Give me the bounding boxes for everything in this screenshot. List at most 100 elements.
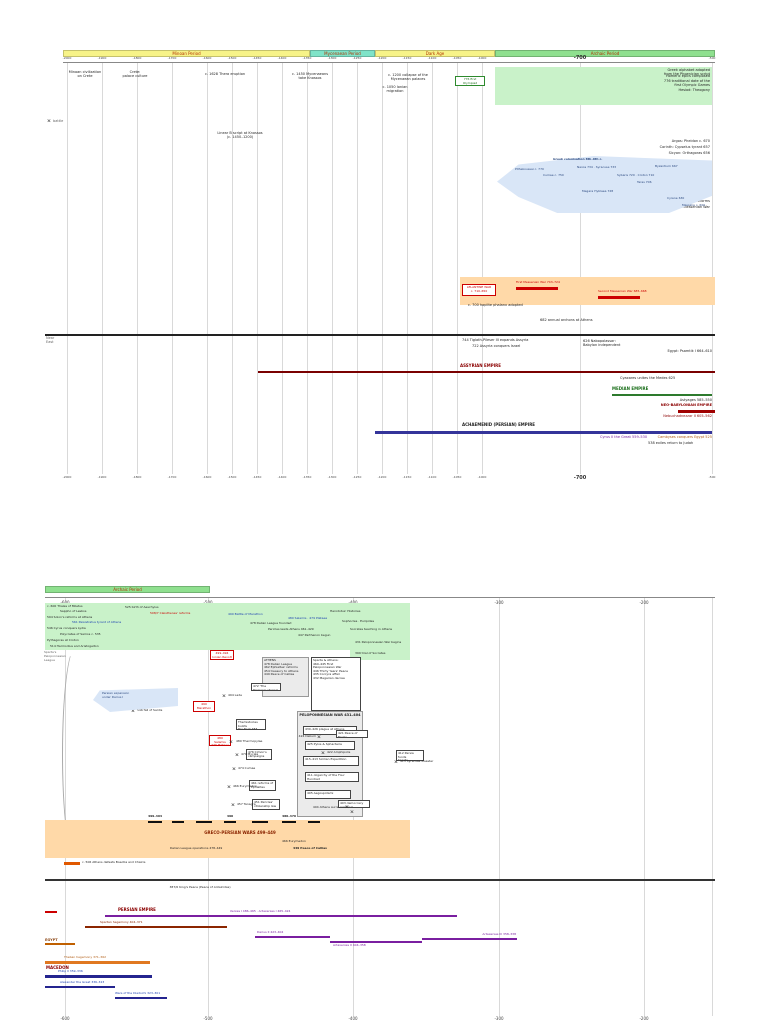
- annotation-note: Hesiod: Theogony: [678, 88, 710, 92]
- annotation-note: 776 traditional date of the first Olympi…: [663, 79, 710, 88]
- period-band-archaic: Archaic Period: [495, 50, 715, 57]
- gridline: [712, 598, 713, 1016]
- annotation-note: Pericles leads Athens 461–429: [268, 627, 314, 631]
- axis-tick-label: -200: [639, 600, 649, 605]
- annotation-note: Sappho of Lesbos: [60, 609, 87, 613]
- battle-icon: ✕: [231, 766, 237, 773]
- annotation-note: Linear B script at Knossos (c. 1450–1200…: [217, 131, 263, 140]
- sparta-athens-box: Sparta & Athens: 460–445 First Peloponne…: [311, 657, 361, 711]
- colony-label: Pithekoussai c. 770: [515, 167, 544, 171]
- annotation-note: Minoan civilization on Crete: [68, 70, 102, 79]
- assyrian-empire-bar: [258, 371, 715, 373]
- axis-tick-label: -1150: [402, 475, 412, 479]
- war-period-dash: [308, 821, 320, 823]
- annotation-note: 626 Nabopolassar: Babylon independent: [583, 339, 621, 348]
- event-box: 461 reforms of Ephialtes: [249, 780, 276, 791]
- macedon-label: MACEDON: [46, 965, 69, 970]
- fig1-top-axis-line: [63, 62, 715, 63]
- war-period-dash: [224, 821, 236, 823]
- axis-tick-label: -1700: [167, 475, 177, 479]
- salamis-box: 480 Salamis 479 Plataea: [209, 735, 231, 746]
- annotation-note: 561 Peisistratus tyrant of Athens: [72, 620, 122, 624]
- colony-label: Massalia c. 600: [682, 203, 706, 207]
- annotation-note: 449 Peace of Callias: [293, 846, 327, 850]
- annotation-note: Artaxerxes II 404–358: [333, 943, 366, 947]
- axis-tick-label: -1250: [352, 475, 362, 479]
- period-band-mycenaean: Mycenaean Period: [310, 50, 375, 57]
- axis-tick-label: -1000: [477, 56, 487, 60]
- war-period-dash: [172, 821, 184, 823]
- war-label: First Messenian War 743–724: [516, 280, 560, 284]
- achaemenid-empire-label: ACHAEMENID (PERSIAN) EMPIRE: [462, 422, 536, 427]
- annotation-note: 508/7 Cleisthenes' reforms: [150, 611, 191, 615]
- persian-empire-label: PERSIAN EMPIRE: [118, 907, 156, 912]
- annotation-note: 399 trial of Socrates: [355, 651, 386, 655]
- median-empire-bar: [612, 394, 712, 396]
- battle-icon: ✕: [349, 809, 355, 816]
- annotation-note: Homeric epics composed: [665, 74, 710, 78]
- axis-tick-label: -1600: [202, 56, 212, 60]
- event-box: 412 Persia funds Sparta: [396, 750, 424, 761]
- axis-tick-label: -1300: [327, 475, 337, 479]
- gridline: [207, 63, 208, 474]
- axis-tick-label: -600: [60, 600, 69, 605]
- war-event-box: 415–413 Sicilian Expedition: [303, 756, 359, 766]
- axis-tick-label: -500: [708, 475, 716, 479]
- battle-icon: ✕: [316, 734, 322, 741]
- battle-label: 546 fall of Sardis: [137, 708, 163, 712]
- axis-tick-label: -700: [573, 475, 587, 481]
- event-box: 472 'The Persians' staged: [251, 683, 281, 691]
- ionian-revolt-box: 499–494 Ionian Revolt: [210, 650, 234, 660]
- gridline: [67, 63, 68, 474]
- battle-icon: ✕: [130, 708, 136, 715]
- war-label: Second Messenian War 685–668: [598, 289, 647, 293]
- period-band-minoan: Minoan Period: [63, 50, 310, 57]
- war-dash-label: 480–479: [281, 814, 297, 818]
- gridline: [644, 598, 645, 1016]
- axis-tick-label: -500: [203, 1016, 213, 1021]
- olympiad-box: 776 first Olympiad: [455, 76, 485, 86]
- event-box: 403 democracy restored: [338, 800, 370, 808]
- event-bar: [64, 862, 80, 865]
- axis-tick-label: -1050: [452, 56, 462, 60]
- annotation-note: 546 Cyrus conquers Lydia: [47, 626, 86, 630]
- annotation-note: Theban hegemony 371–362: [64, 955, 107, 959]
- war-period-dash: [148, 821, 162, 823]
- battle-label: 466 Eurymedon: [233, 784, 257, 788]
- annotation-note: 387/6 King's Peace (Peace of Antalcidas): [169, 885, 231, 889]
- annotation-note: Corinth: Cypselus tyrant 657: [659, 145, 710, 149]
- annotation-note: c. 700 hoplite phalanx adopted: [468, 303, 523, 307]
- battle-label: 457 Tanagra: [237, 802, 256, 806]
- annotation-note: 478 Delian League founded: [250, 621, 292, 625]
- axis-tick-label: -1600: [202, 475, 212, 479]
- gridline: [432, 63, 433, 474]
- colony-label: Taras 706: [637, 180, 652, 184]
- annotation-note: Polycrates of Samos c. 535: [60, 632, 101, 636]
- annotation-note: 744 Tiglath-Pileser III expands Assyria: [462, 338, 529, 342]
- athens-info-box: ATHENS 478 Delian League 462 Ephialtes' …: [262, 657, 309, 697]
- war-dash-label: 499–494: [147, 814, 163, 818]
- battle-icon: ✕: [320, 750, 326, 757]
- annotation-note: c. 1450 Mycenaeans take Knossos: [291, 72, 329, 81]
- axis-tick-label: -1450: [252, 56, 262, 60]
- axis-tick-label: -300: [494, 1016, 504, 1021]
- legend-label: battle: [53, 119, 64, 123]
- gridline: [357, 63, 358, 474]
- annotation-note: Nebuchadnezzar II 605–562: [663, 414, 712, 418]
- gridline: [257, 63, 258, 474]
- battle-icon: ✕: [46, 118, 52, 125]
- axis-tick-label: -1700: [167, 56, 177, 60]
- axis-tick-label: -2000: [62, 56, 72, 60]
- annotation-note: Wars of the Diadochi 323–301: [115, 991, 161, 995]
- colony-label: Naxos 734 · Syracuse 733: [577, 165, 617, 169]
- event-box: 476 Cimon's campaigns: [246, 749, 272, 760]
- egypt-bar: [45, 943, 75, 945]
- battle-icon: ✕: [226, 784, 232, 791]
- axis-tick-label: -1000: [477, 475, 487, 479]
- colony-label: Cyrene 630: [667, 196, 685, 200]
- axis-tick-label: -1800: [132, 56, 142, 60]
- divider-line: [45, 334, 715, 336]
- spartan-hegemony-bar: [85, 926, 227, 928]
- timeline-bar: [422, 938, 517, 940]
- annotation-note: 682 annual archons at Athens: [540, 318, 593, 322]
